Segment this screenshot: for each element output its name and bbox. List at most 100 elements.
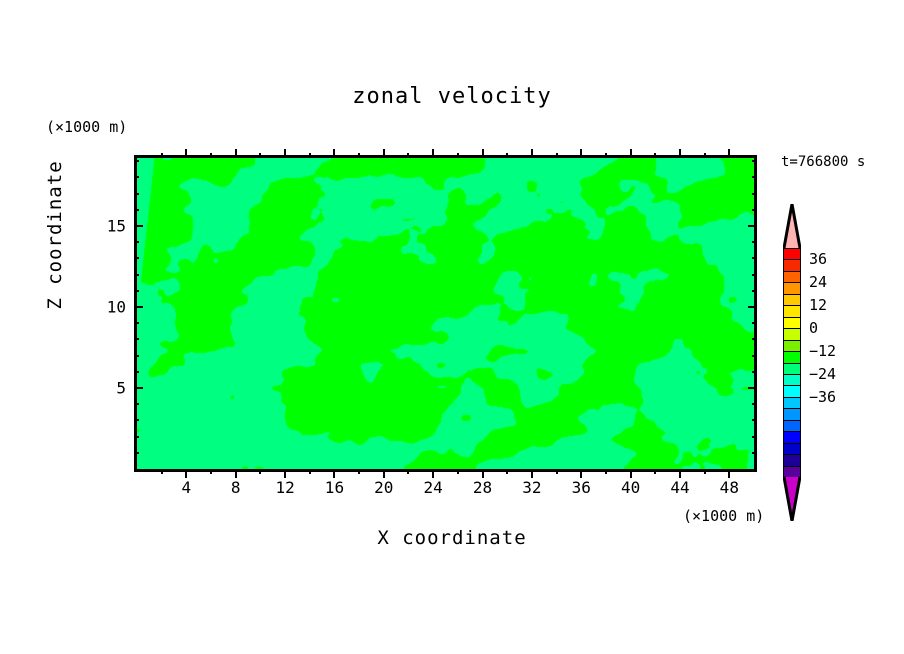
y-axis-tick-label: 15	[106, 216, 126, 236]
x-axis-major-tick	[284, 469, 287, 478]
x-axis-top-tick	[481, 149, 484, 158]
x-axis-minor-tick	[407, 469, 410, 474]
x-axis-major-tick	[678, 469, 681, 478]
x-axis-top-tick	[358, 153, 361, 158]
y-axis-major-tick	[134, 306, 143, 309]
y-axis-right-tick	[752, 451, 757, 454]
x-axis-tick-label: 20	[374, 478, 394, 497]
x-axis-top-tick	[382, 149, 385, 158]
x-axis-tick-label: 4	[181, 478, 192, 497]
y-axis-right-tick	[752, 273, 757, 276]
x-axis-top-tick	[185, 149, 188, 158]
x-axis-major-tick	[234, 469, 237, 478]
x-axis-top-tick	[555, 153, 558, 158]
x-axis-tick-label: 12	[275, 478, 295, 497]
x-axis-top-tick	[333, 149, 336, 158]
x-axis-minor-tick	[456, 469, 459, 474]
y-axis-minor-tick	[134, 208, 139, 211]
x-axis-tick-label: 48	[719, 478, 739, 497]
x-axis-major-tick	[580, 469, 583, 478]
y-axis-minor-tick	[134, 403, 139, 406]
colorbar-tick-label: 24	[809, 273, 828, 292]
x-axis-major-tick	[185, 469, 188, 478]
x-axis-top-tick	[456, 153, 459, 158]
y-axis-tick-label: 10	[106, 297, 126, 317]
contour-plot-area	[134, 155, 757, 472]
x-axis-tick-label: 40	[620, 478, 641, 497]
y-axis-units-label: (×1000 m)	[46, 118, 128, 136]
x-axis-minor-tick	[308, 469, 311, 474]
colorbar-tick-label: 12	[809, 296, 828, 315]
y-axis-right-tick	[752, 257, 757, 260]
x-axis-major-tick	[333, 469, 336, 478]
y-axis-minor-tick	[134, 370, 139, 373]
x-axis-minor-tick	[555, 469, 558, 474]
y-axis-right-tick	[752, 403, 757, 406]
y-axis-minor-tick	[134, 354, 139, 357]
x-axis-tick-label: 36	[571, 478, 591, 497]
x-axis-top-tick	[284, 149, 287, 158]
colorbar-tick-label: 36	[809, 250, 828, 269]
x-axis-major-tick	[382, 469, 385, 478]
x-axis-tick-label: 8	[230, 478, 241, 497]
y-axis-minor-tick	[134, 176, 139, 179]
colorbar-tick-label: 0	[809, 319, 819, 338]
x-axis-top-tick	[210, 153, 213, 158]
x-axis-major-tick	[432, 469, 435, 478]
x-axis-top-tick	[234, 149, 237, 158]
x-axis-top-tick	[308, 153, 311, 158]
y-axis-right-tick	[748, 306, 757, 309]
y-axis-minor-tick	[134, 273, 139, 276]
x-axis-top-tick	[432, 149, 435, 158]
x-axis-major-tick	[728, 469, 731, 478]
y-axis-right-tick	[748, 387, 757, 389]
y-axis-right-tick	[752, 208, 757, 211]
x-axis-top-tick	[160, 153, 163, 158]
x-axis-tick-label: 44	[670, 478, 690, 497]
y-axis-right-tick	[752, 289, 757, 292]
x-axis-top-tick	[407, 153, 410, 158]
time-annotation: t=766800 s	[781, 154, 866, 170]
x-axis-major-tick	[629, 469, 632, 478]
colorbar-tick-label: −12	[809, 342, 837, 361]
y-axis-right-tick	[752, 241, 757, 244]
x-axis-minor-tick	[506, 469, 509, 474]
y-axis-right-tick	[752, 176, 757, 179]
y-axis-right-tick	[752, 160, 757, 163]
x-axis-tick-label: 16	[324, 478, 345, 497]
y-axis-minor-tick	[134, 451, 139, 454]
x-axis-major-tick	[530, 469, 533, 478]
y-axis-major-tick	[134, 387, 143, 389]
y-axis-minor-tick	[134, 192, 139, 195]
y-axis-major-tick	[134, 225, 143, 228]
x-axis-major-tick	[481, 469, 484, 478]
colorbar-tick-label: −24	[809, 364, 837, 383]
y-axis-right-tick	[752, 354, 757, 357]
x-axis-minor-tick	[259, 469, 262, 474]
y-axis-minor-tick	[134, 241, 139, 244]
colorbar-cap-bottom	[783, 477, 801, 521]
x-axis-top-tick	[678, 149, 681, 158]
x-axis-minor-tick	[604, 469, 607, 474]
y-axis-right-tick	[752, 370, 757, 373]
x-axis-minor-tick	[358, 469, 361, 474]
x-axis-top-tick	[703, 153, 706, 158]
y-axis-minor-tick	[134, 419, 139, 422]
y-axis-title: Z coordinate	[44, 160, 66, 310]
x-axis-tick-label: 32	[522, 478, 542, 497]
x-axis-tick-label: 28	[472, 478, 493, 497]
x-axis-title: X coordinate	[377, 527, 527, 549]
x-axis-top-tick	[580, 149, 583, 158]
x-axis-top-tick	[728, 149, 731, 158]
y-axis-minor-tick	[134, 289, 139, 292]
y-axis-minor-tick	[134, 322, 139, 325]
x-axis-top-tick	[530, 149, 533, 158]
x-axis-units-label: (×1000 m)	[683, 507, 765, 525]
y-axis-minor-tick	[134, 160, 139, 163]
y-axis-right-tick	[752, 338, 757, 341]
colorbar-band	[783, 465, 801, 479]
y-axis-minor-tick	[134, 257, 139, 260]
colorbar-tick-label: −36	[809, 387, 837, 406]
x-axis-minor-tick	[210, 469, 213, 474]
x-axis-top-tick	[654, 153, 657, 158]
